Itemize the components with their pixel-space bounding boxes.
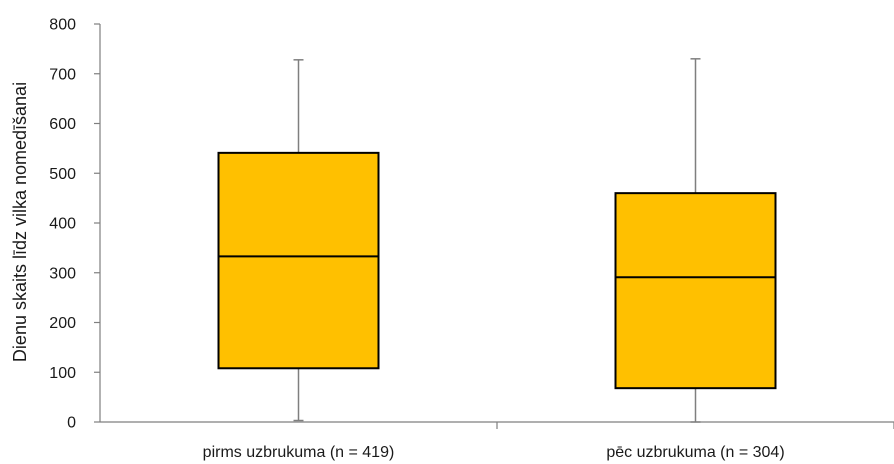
y-tick-label: 700 bbox=[49, 66, 76, 83]
y-tick-label: 300 bbox=[49, 265, 76, 282]
y-tick-label: 0 bbox=[67, 415, 76, 432]
box-group bbox=[217, 59, 380, 422]
y-tick-label: 600 bbox=[49, 116, 76, 133]
boxes bbox=[217, 58, 777, 423]
x-ticks: pirms uzbrukuma (n = 419) pēc uzbrukuma (… bbox=[203, 422, 894, 461]
x-category-label: pirms uzbrukuma (n = 419) bbox=[203, 444, 395, 461]
y-ticks: 0 100 200 300 400 500 600 700 800 bbox=[49, 17, 100, 432]
y-tick-label: 100 bbox=[49, 365, 76, 382]
iqr-box bbox=[217, 151, 380, 370]
y-tick-label: 800 bbox=[49, 17, 76, 34]
y-axis-title: Dienu skaits līdz vilka nomedīšanai bbox=[10, 82, 30, 362]
box-group bbox=[614, 58, 777, 423]
y-tick-label: 500 bbox=[49, 166, 76, 183]
y-tick-label: 400 bbox=[49, 216, 76, 233]
x-category-label: pēc uzbrukuma (n = 304) bbox=[606, 444, 784, 461]
y-tick-label: 200 bbox=[49, 315, 76, 332]
iqr-box bbox=[614, 192, 777, 390]
